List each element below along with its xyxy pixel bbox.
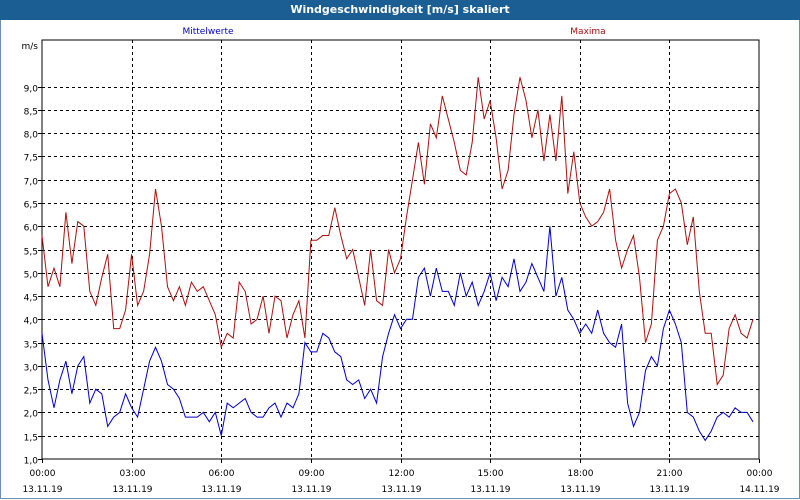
y-axis-label: m/s [22, 42, 39, 52]
x-tick-time-label: 18:00 [568, 469, 594, 479]
series-line-mittelwerte [41, 226, 754, 442]
y-tick-label: 1,0 [24, 457, 39, 467]
y-tick-label: 6,0 [24, 224, 39, 234]
x-tick-date-label: 13.11.19 [381, 485, 421, 495]
x-tick-time-label: 21:00 [657, 469, 683, 479]
y-tick-label: 7,5 [24, 154, 38, 164]
chart-title-bar: Windgeschwindigkeit [m/s] skaliert [0, 0, 800, 20]
y-tick-label: 6,5 [24, 201, 38, 211]
x-tick-date-label: 13.11.19 [649, 485, 689, 495]
plot-area [41, 39, 760, 460]
y-tick-label: 3,0 [24, 364, 39, 374]
y-tick-label: 4,5 [24, 294, 38, 304]
x-tick-date-label: 13.11.19 [112, 485, 152, 495]
x-tick-date-label: 13.11.19 [291, 485, 331, 495]
x-tick-date-label: 13.11.19 [201, 485, 241, 495]
x-tick-time-label: 12:00 [389, 469, 415, 479]
x-tick-time-label: 03:00 [120, 469, 146, 479]
y-tick-label: 5,0 [24, 271, 39, 281]
x-tick-time-label: 00:00 [747, 469, 773, 479]
y-tick-label: 9,0 [24, 85, 39, 95]
x-tick-time-label: 15:00 [478, 469, 504, 479]
x-tick-date-label: 13.11.19 [22, 485, 62, 495]
series-line-maxima [41, 77, 754, 386]
y-tick-label: 5,5 [24, 248, 38, 258]
y-tick-label: 7,0 [24, 178, 39, 188]
x-tick-time-label: 00:00 [30, 469, 56, 479]
y-tick-label: 8,5 [24, 108, 38, 118]
x-tick-date-label: 13.11.19 [560, 485, 600, 495]
x-tick-time-label: 09:00 [299, 469, 325, 479]
x-tick-date-label: 14.11.19 [739, 485, 779, 495]
chart-title: Windgeschwindigkeit [m/s] skaliert [290, 3, 510, 16]
y-tick-label: 8,0 [24, 131, 39, 141]
y-tick-label: 3,5 [24, 341, 38, 351]
legend-mittelwerte: Mittelwerte [182, 27, 233, 37]
legend-maxima: Maxima [570, 27, 605, 37]
y-tick-label: 2,5 [24, 387, 38, 397]
x-tick-time-label: 06:00 [209, 469, 235, 479]
x-tick-date-label: 13.11.19 [470, 485, 510, 495]
y-tick-label: 2,0 [24, 410, 39, 420]
y-tick-label: 1,5 [24, 434, 38, 444]
y-tick-label: 4,0 [24, 317, 39, 327]
